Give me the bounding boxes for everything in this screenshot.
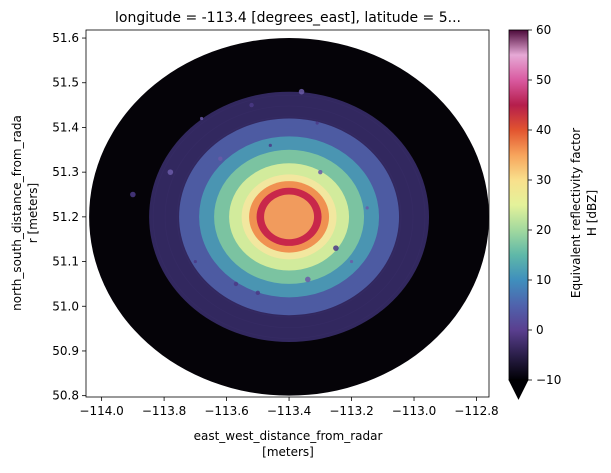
colorbar-extend-min-triangle	[508, 379, 529, 400]
sparse-echo	[193, 259, 197, 264]
y-tick-label: 51.0	[52, 299, 79, 313]
x-tick-label: −113.0	[392, 404, 436, 418]
sparse-echo	[255, 290, 261, 296]
colorbar-ticks: −10 0 10 20 30 40 50 60	[528, 23, 561, 387]
y-tick-label: 51.1	[52, 255, 79, 269]
x-tick-label: −113.6	[204, 404, 248, 418]
y-tick-label: 51.5	[52, 76, 79, 90]
plot-frame	[85, 29, 490, 398]
colorbar-tick-label: 0	[536, 323, 544, 337]
x-tick-label: −112.8	[454, 404, 498, 418]
sparse-echo	[233, 281, 239, 287]
radar-reflectivity-field	[89, 38, 489, 396]
y-tick-label: 51.4	[52, 120, 79, 134]
y-axis-label: north_south_distance_from_rada	[10, 115, 24, 311]
y-axis-label-units: r [meters]	[26, 183, 40, 243]
sparse-echo	[298, 88, 305, 95]
sparse-echo	[218, 156, 223, 161]
sparse-echo	[315, 121, 319, 125]
colorbar-tick-label: 30	[536, 173, 551, 187]
sparse-echo	[199, 116, 204, 121]
x-axis-label: east_west_distance_from_radar	[194, 429, 383, 443]
colorbar-gradient	[508, 29, 529, 381]
sparse-echo	[333, 245, 339, 251]
plot-area	[86, 30, 489, 397]
y-tick-label: 50.8	[52, 389, 79, 403]
sparse-echo	[318, 169, 323, 175]
colorbar-label: Equivalent reflectivity factor	[569, 128, 583, 298]
colorbar-tick-label: 10	[536, 273, 551, 287]
colorbar-tick-label: 20	[536, 223, 551, 237]
echo-ring-36-dbz	[264, 194, 315, 240]
sparse-echo	[249, 102, 254, 108]
y-tick-label: 51.3	[52, 165, 79, 179]
chart-title: longitude = -113.4 [degrees_east], latit…	[115, 10, 461, 26]
sparse-echo	[305, 276, 311, 283]
x-tick-label: −113.4	[267, 404, 311, 418]
y-tick-label: 51.6	[52, 31, 79, 45]
colorbar	[508, 29, 529, 400]
y-tick-label: 50.9	[52, 344, 79, 358]
colorbar-tick-label: 40	[536, 123, 551, 137]
colorbar-tick-label: 50	[536, 73, 551, 87]
sparse-echo	[268, 143, 272, 147]
colorbar-label-units: H [dBZ]	[585, 190, 599, 236]
sparse-echo	[167, 169, 174, 175]
x-tick-label: −113.2	[329, 404, 373, 418]
x-axis-label-units: [meters]	[262, 445, 314, 459]
sparse-echo	[365, 206, 369, 210]
x-tick-label: −113.8	[142, 404, 186, 418]
colorbar-tick-label: 60	[536, 23, 551, 37]
y-tick-label: 51.2	[52, 210, 79, 224]
sparse-echo	[130, 191, 136, 198]
y-axis-ticks: 50.8 50.9 51.0 51.1 51.2 51.3 51.4 51.5 51.6	[52, 31, 86, 403]
x-tick-label: −114.0	[79, 404, 123, 418]
sparse-echo	[349, 259, 354, 264]
colorbar-tick-label: −10	[536, 373, 561, 387]
x-axis-ticks: −114.0 −113.8 −113.6 −113.4 −113.2 −113.0 −112…	[79, 397, 499, 418]
